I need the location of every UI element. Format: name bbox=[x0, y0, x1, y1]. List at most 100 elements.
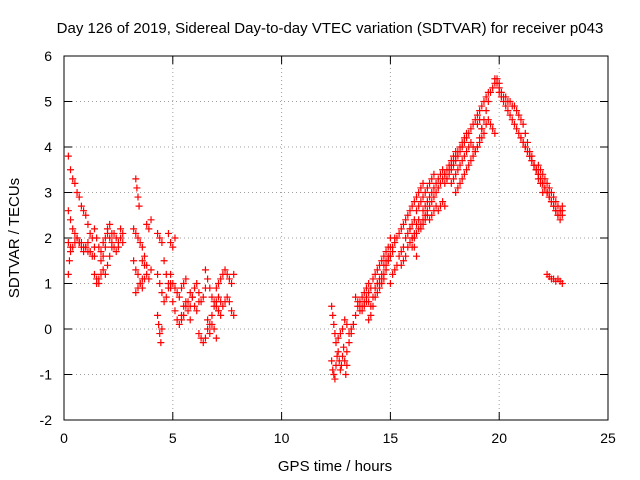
data-point-marker bbox=[456, 148, 464, 156]
data-point-marker bbox=[138, 243, 146, 251]
data-point-marker bbox=[225, 298, 233, 306]
data-point-marker bbox=[491, 129, 499, 137]
data-point-marker bbox=[417, 198, 425, 206]
data-point-marker bbox=[489, 125, 497, 133]
data-point-marker bbox=[86, 248, 94, 256]
data-point-marker bbox=[463, 148, 471, 156]
data-point-marker bbox=[445, 170, 453, 178]
data-point-marker bbox=[513, 125, 521, 133]
data-point-marker bbox=[71, 179, 79, 187]
data-points bbox=[64, 75, 566, 383]
data-point-marker bbox=[343, 348, 351, 356]
data-point-marker bbox=[69, 225, 77, 233]
data-point-marker bbox=[186, 289, 194, 297]
data-point-marker bbox=[428, 211, 436, 219]
data-point-marker bbox=[73, 189, 81, 196]
data-point-marker bbox=[330, 320, 338, 328]
data-point-marker bbox=[73, 234, 81, 242]
data-point-marker bbox=[93, 234, 101, 242]
data-point-marker bbox=[473, 143, 481, 151]
data-point-marker bbox=[228, 280, 236, 287]
data-point-marker bbox=[399, 257, 407, 265]
data-point-marker bbox=[513, 107, 521, 115]
data-point-marker bbox=[104, 225, 112, 233]
data-point-marker bbox=[188, 293, 196, 301]
data-point-marker bbox=[389, 270, 397, 278]
data-point-marker bbox=[147, 216, 155, 224]
data-point-marker bbox=[214, 293, 222, 301]
data-point-marker bbox=[93, 280, 101, 287]
data-point-marker bbox=[75, 239, 83, 247]
data-point-marker bbox=[413, 193, 421, 201]
data-point-marker bbox=[77, 202, 85, 210]
data-point-marker bbox=[134, 193, 142, 201]
data-point-marker bbox=[410, 198, 418, 206]
data-point-marker bbox=[86, 229, 94, 237]
data-point-marker bbox=[415, 202, 423, 210]
data-point-marker bbox=[64, 239, 72, 247]
data-point-marker bbox=[178, 316, 186, 324]
data-point-marker bbox=[158, 325, 166, 333]
data-point-marker bbox=[434, 175, 442, 183]
data-point-marker bbox=[386, 252, 394, 260]
data-point-marker bbox=[417, 225, 425, 233]
data-point-marker bbox=[402, 234, 410, 242]
data-point-marker bbox=[82, 211, 90, 219]
data-point-marker bbox=[500, 98, 508, 105]
data-point-marker bbox=[64, 152, 72, 160]
data-point-marker bbox=[478, 134, 486, 142]
data-point-marker bbox=[340, 343, 348, 351]
data-point-marker bbox=[352, 293, 360, 301]
data-point-marker bbox=[389, 248, 397, 256]
data-point-marker bbox=[369, 302, 377, 310]
data-point-marker bbox=[506, 111, 514, 119]
x-tick-label: 25 bbox=[600, 430, 616, 446]
data-point-marker bbox=[404, 229, 412, 237]
data-point-marker bbox=[423, 184, 431, 192]
data-point-marker bbox=[141, 261, 149, 269]
data-point-marker bbox=[349, 320, 357, 328]
data-point-marker bbox=[156, 234, 164, 242]
data-point-marker bbox=[84, 220, 92, 228]
data-point-marker bbox=[154, 270, 162, 278]
data-point-marker bbox=[397, 261, 405, 269]
data-point-marker bbox=[480, 129, 488, 137]
x-tick-label: 0 bbox=[60, 430, 68, 446]
data-point-marker bbox=[206, 320, 214, 328]
data-point-marker bbox=[173, 289, 181, 297]
data-point-marker bbox=[521, 129, 529, 137]
data-point-marker bbox=[356, 307, 364, 315]
data-point-marker bbox=[556, 216, 564, 224]
data-point-marker bbox=[341, 316, 349, 324]
data-point-marker bbox=[193, 280, 201, 287]
data-point-marker bbox=[169, 298, 177, 306]
data-point-marker bbox=[158, 239, 166, 247]
data-point-marker bbox=[90, 225, 98, 233]
data-point-marker bbox=[114, 243, 122, 251]
data-point-marker bbox=[201, 334, 209, 342]
data-point-marker bbox=[430, 170, 438, 178]
data-point-marker bbox=[156, 280, 164, 287]
data-point-marker bbox=[104, 261, 112, 269]
data-point-marker bbox=[497, 93, 505, 101]
data-point-marker bbox=[441, 202, 449, 210]
data-point-marker bbox=[199, 339, 207, 347]
data-point-marker bbox=[410, 234, 418, 242]
data-point-marker bbox=[467, 125, 475, 133]
data-point-marker bbox=[343, 320, 351, 328]
y-axis-tick-labels: -2 -1 0 1 2 3 4 5 6 bbox=[40, 48, 53, 428]
y-axis-title: SDTVAR / TECUs bbox=[6, 178, 23, 298]
data-point-marker bbox=[552, 207, 560, 215]
data-point-marker bbox=[145, 225, 153, 233]
data-point-marker bbox=[155, 320, 163, 328]
data-point-marker bbox=[134, 270, 142, 278]
data-point-marker bbox=[419, 193, 427, 201]
data-point-marker bbox=[397, 225, 405, 233]
data-point-marker bbox=[528, 157, 536, 165]
data-point-marker bbox=[230, 311, 238, 319]
data-point-marker bbox=[210, 325, 218, 333]
data-point-marker bbox=[138, 275, 146, 283]
data-point-marker bbox=[432, 179, 440, 187]
data-point-marker bbox=[342, 371, 350, 378]
data-point-marker bbox=[195, 289, 203, 297]
